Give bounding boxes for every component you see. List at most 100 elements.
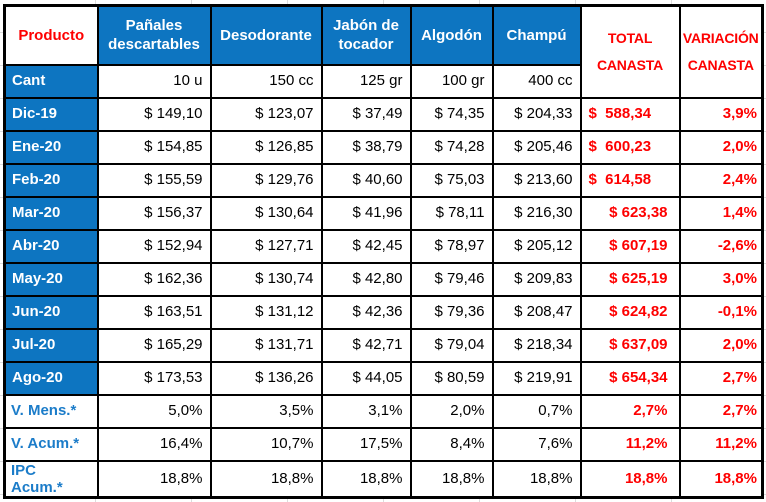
value-cell[interactable]: 10,7%: [209, 426, 323, 462]
value-cell[interactable]: $ 136,26: [209, 360, 323, 396]
variation-cell[interactable]: 18,8%: [678, 459, 764, 499]
quantity-cell[interactable]: 150 cc: [209, 63, 323, 99]
variation-cell[interactable]: 3,0%: [678, 261, 764, 297]
total-cell[interactable]: $ 600,23: [579, 129, 681, 165]
value-cell[interactable]: $ 79,04: [409, 327, 494, 363]
variation-cell[interactable]: -2,6%: [678, 228, 764, 264]
row-label[interactable]: Ago-20: [3, 360, 99, 396]
value-cell[interactable]: $ 173,53: [96, 360, 212, 396]
value-cell[interactable]: $ 219,91: [491, 360, 582, 396]
value-cell[interactable]: $ 165,29: [96, 327, 212, 363]
total-cell[interactable]: $ 625,19: [579, 261, 681, 297]
value-cell[interactable]: $ 204,33: [491, 96, 582, 132]
value-cell[interactable]: $ 42,71: [320, 327, 412, 363]
row-label[interactable]: Jul-20: [3, 327, 99, 363]
value-cell[interactable]: $ 126,85: [209, 129, 323, 165]
value-cell[interactable]: $ 123,07: [209, 96, 323, 132]
value-cell[interactable]: $ 131,12: [209, 294, 323, 330]
value-cell[interactable]: $ 131,71: [209, 327, 323, 363]
total-cell[interactable]: $ 623,38: [579, 195, 681, 231]
value-cell[interactable]: 18,8%: [96, 459, 212, 499]
value-cell[interactable]: $ 78,11: [409, 195, 494, 231]
value-cell[interactable]: $ 163,51: [96, 294, 212, 330]
value-cell[interactable]: 18,8%: [491, 459, 582, 499]
variation-cell[interactable]: 2,0%: [678, 129, 764, 165]
total-cell[interactable]: 11,2%: [579, 426, 681, 462]
value-cell[interactable]: $ 79,46: [409, 261, 494, 297]
value-cell[interactable]: $ 40,60: [320, 162, 412, 198]
total-cell[interactable]: $ 614,58: [579, 162, 681, 198]
value-cell[interactable]: 0,7%: [491, 393, 582, 429]
value-cell[interactable]: $ 74,28: [409, 129, 494, 165]
value-cell[interactable]: $ 44,05: [320, 360, 412, 396]
value-cell[interactable]: $ 154,85: [96, 129, 212, 165]
quantity-cell[interactable]: 400 cc: [491, 63, 582, 99]
value-cell[interactable]: 17,5%: [320, 426, 412, 462]
column-header-total-canasta[interactable]: TOTAL CANASTA: [579, 4, 681, 99]
value-cell[interactable]: $ 156,37: [96, 195, 212, 231]
total-cell[interactable]: 2,7%: [579, 393, 681, 429]
column-header-product[interactable]: Pañales descartables: [96, 4, 212, 66]
value-cell[interactable]: $ 152,94: [96, 228, 212, 264]
total-cell[interactable]: $ 588,34: [579, 96, 681, 132]
value-cell[interactable]: 3,5%: [209, 393, 323, 429]
row-label[interactable]: Ene-20: [3, 129, 99, 165]
total-cell[interactable]: $ 624,82: [579, 294, 681, 330]
row-label-cant[interactable]: Cant: [3, 63, 99, 99]
variation-cell[interactable]: 11,2%: [678, 426, 764, 462]
value-cell[interactable]: $ 74,35: [409, 96, 494, 132]
value-cell[interactable]: $ 37,49: [320, 96, 412, 132]
value-cell[interactable]: $ 42,45: [320, 228, 412, 264]
column-header-product[interactable]: Desodorante: [209, 4, 323, 66]
column-header-variacion-canasta[interactable]: VARIACIÓN CANASTA: [678, 4, 764, 99]
value-cell[interactable]: $ 209,83: [491, 261, 582, 297]
value-cell[interactable]: $ 75,03: [409, 162, 494, 198]
value-cell[interactable]: $ 42,36: [320, 294, 412, 330]
variation-cell[interactable]: -0,1%: [678, 294, 764, 330]
quantity-cell[interactable]: 10 u: [96, 63, 212, 99]
value-cell[interactable]: $ 149,10: [96, 96, 212, 132]
value-cell[interactable]: $ 129,76: [209, 162, 323, 198]
row-label[interactable]: Mar-20: [3, 195, 99, 231]
total-cell[interactable]: $ 637,09: [579, 327, 681, 363]
total-cell[interactable]: $ 654,34: [579, 360, 681, 396]
value-cell[interactable]: $ 38,79: [320, 129, 412, 165]
column-header-product[interactable]: Algodón: [409, 4, 494, 66]
value-cell[interactable]: 18,8%: [320, 459, 412, 499]
variation-cell[interactable]: 2,7%: [678, 360, 764, 396]
row-label[interactable]: May-20: [3, 261, 99, 297]
row-label[interactable]: IPC Acum.*: [3, 459, 99, 499]
variation-cell[interactable]: 1,4%: [678, 195, 764, 231]
value-cell[interactable]: $ 41,96: [320, 195, 412, 231]
value-cell[interactable]: $ 216,30: [491, 195, 582, 231]
value-cell[interactable]: $ 205,46: [491, 129, 582, 165]
value-cell[interactable]: $ 42,80: [320, 261, 412, 297]
row-label[interactable]: V. Mens.*: [3, 393, 99, 429]
row-label[interactable]: V. Acum.*: [3, 426, 99, 462]
value-cell[interactable]: $ 80,59: [409, 360, 494, 396]
value-cell[interactable]: $ 162,36: [96, 261, 212, 297]
value-cell[interactable]: $ 218,34: [491, 327, 582, 363]
column-header-product[interactable]: Jabón de tocador: [320, 4, 412, 66]
value-cell[interactable]: 5,0%: [96, 393, 212, 429]
row-label[interactable]: Feb-20: [3, 162, 99, 198]
value-cell[interactable]: $ 79,36: [409, 294, 494, 330]
variation-cell[interactable]: 2,0%: [678, 327, 764, 363]
variation-cell[interactable]: 2,4%: [678, 162, 764, 198]
variation-cell[interactable]: 3,9%: [678, 96, 764, 132]
variation-cell[interactable]: 2,7%: [678, 393, 764, 429]
value-cell[interactable]: 7,6%: [491, 426, 582, 462]
quantity-cell[interactable]: 100 gr: [409, 63, 494, 99]
row-label[interactable]: Abr-20: [3, 228, 99, 264]
value-cell[interactable]: 8,4%: [409, 426, 494, 462]
row-label[interactable]: Jun-20: [3, 294, 99, 330]
value-cell[interactable]: 2,0%: [409, 393, 494, 429]
value-cell[interactable]: $ 205,12: [491, 228, 582, 264]
column-header-product[interactable]: Champú: [491, 4, 582, 66]
value-cell[interactable]: $ 127,71: [209, 228, 323, 264]
value-cell[interactable]: 18,8%: [409, 459, 494, 499]
value-cell[interactable]: $ 213,60: [491, 162, 582, 198]
quantity-cell[interactable]: 125 gr: [320, 63, 412, 99]
value-cell[interactable]: 16,4%: [96, 426, 212, 462]
total-cell[interactable]: $ 607,19: [579, 228, 681, 264]
